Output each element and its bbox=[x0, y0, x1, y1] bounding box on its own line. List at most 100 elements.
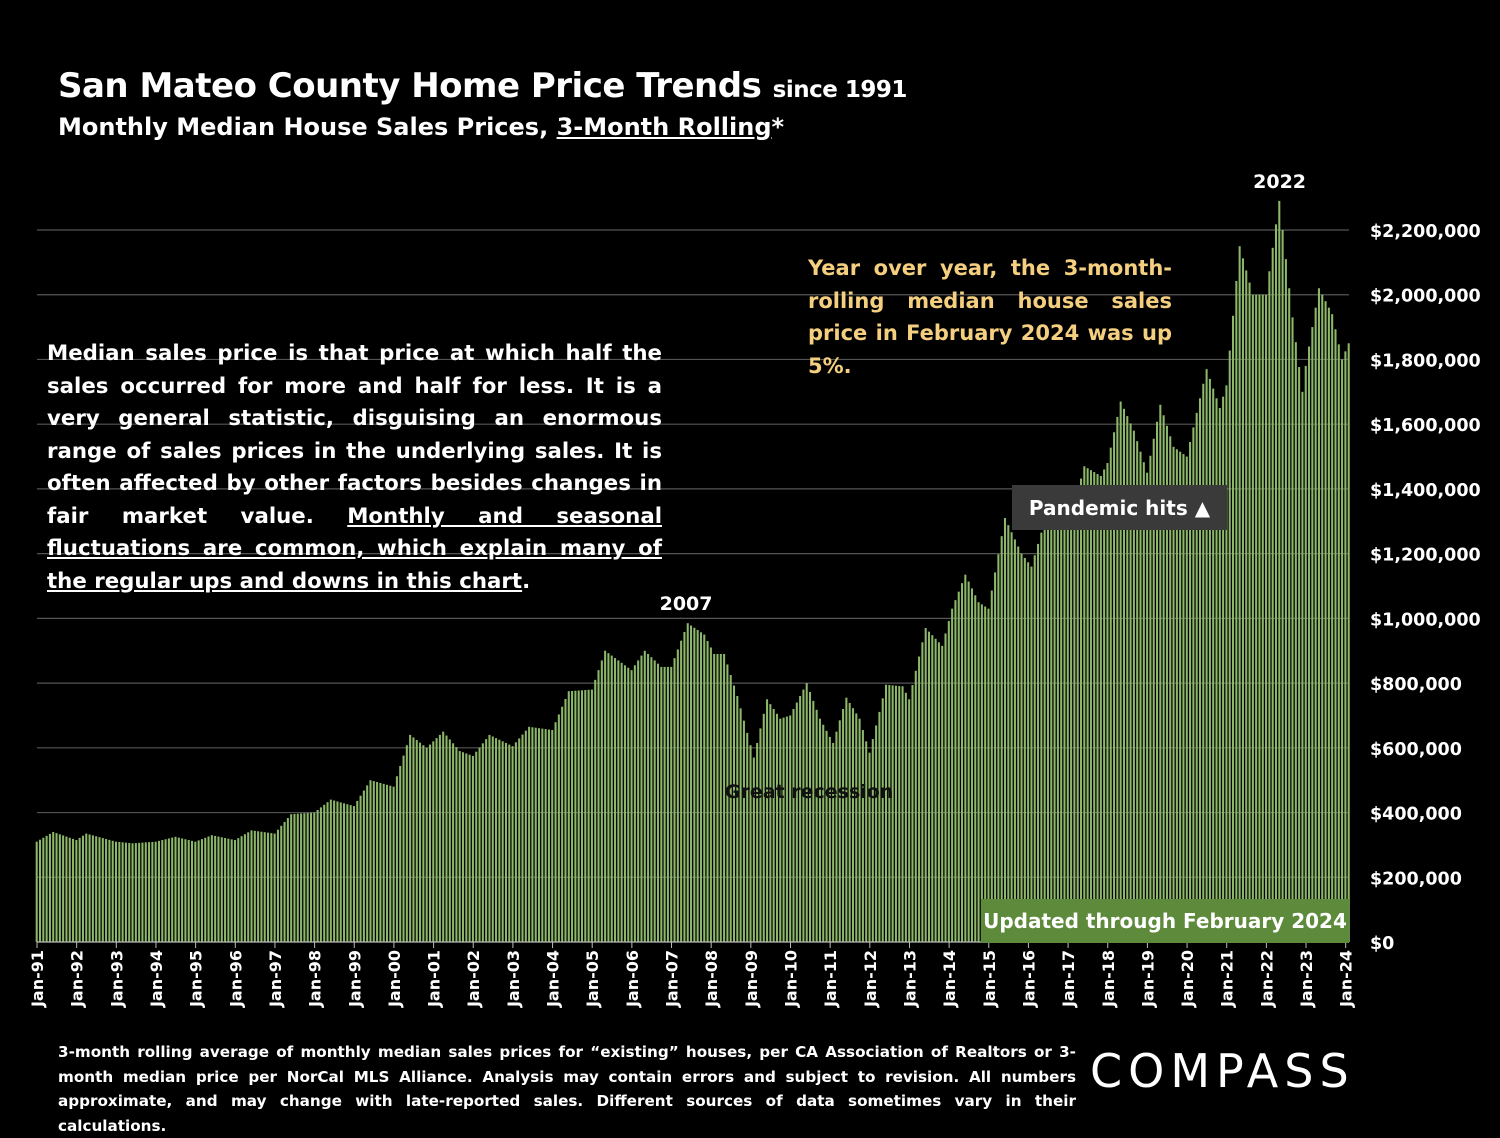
annotation-great-recession: Great recession bbox=[725, 781, 894, 803]
x-tick-label: Jan-19 bbox=[1138, 950, 1157, 1008]
price-bar bbox=[501, 741, 504, 942]
price-bar bbox=[587, 689, 590, 942]
y-tick-label: $1,600,000 bbox=[1370, 416, 1481, 436]
price-bar bbox=[1185, 456, 1188, 942]
price-bar bbox=[200, 839, 203, 942]
price-bar bbox=[118, 841, 121, 942]
price-bar bbox=[280, 825, 283, 942]
subtitle-underlined: 3-Month Rolling bbox=[556, 113, 772, 141]
price-bar bbox=[799, 696, 802, 942]
price-bar bbox=[1192, 427, 1195, 942]
price-bar bbox=[1317, 288, 1320, 943]
price-bar bbox=[561, 706, 564, 942]
x-tick-label: Jan-93 bbox=[107, 950, 126, 1008]
price-bar bbox=[313, 812, 316, 942]
price-bar bbox=[224, 837, 227, 942]
price-bar bbox=[1013, 539, 1016, 942]
x-tick-label: Jan-13 bbox=[900, 950, 919, 1008]
price-bar bbox=[666, 666, 669, 942]
price-bar bbox=[471, 755, 474, 942]
price-bar bbox=[339, 802, 342, 942]
y-tick-label: $1,400,000 bbox=[1370, 481, 1481, 501]
footnote: 3-month rolling average of monthly media… bbox=[58, 1043, 1076, 1135]
price-bar bbox=[124, 842, 127, 942]
price-bar bbox=[296, 813, 299, 942]
price-bar bbox=[1225, 385, 1228, 942]
price-bar bbox=[885, 684, 888, 942]
price-bar bbox=[35, 841, 38, 942]
price-bar bbox=[610, 655, 613, 942]
price-bar bbox=[1228, 350, 1231, 942]
price-bar bbox=[438, 734, 441, 942]
price-bar bbox=[204, 837, 207, 942]
price-bar bbox=[997, 554, 1000, 942]
price-bar bbox=[1000, 536, 1003, 942]
price-bar bbox=[683, 631, 686, 942]
price-bar bbox=[967, 581, 970, 942]
price-bar bbox=[62, 835, 65, 942]
price-bar bbox=[868, 752, 871, 942]
price-bar bbox=[1258, 294, 1261, 942]
subtitle-prefix: Monthly Median House Sales Prices, bbox=[58, 113, 557, 141]
price-bar bbox=[392, 786, 395, 942]
price-bar bbox=[379, 782, 382, 942]
price-bar bbox=[319, 807, 322, 942]
price-bar bbox=[1023, 557, 1026, 942]
x-tick-label: Jan-10 bbox=[781, 950, 800, 1008]
price-bar bbox=[415, 740, 418, 942]
price-bar bbox=[1103, 469, 1106, 942]
price-bar bbox=[402, 755, 405, 942]
price-bar bbox=[359, 795, 362, 942]
price-bar bbox=[187, 840, 190, 942]
price-bar bbox=[726, 664, 729, 942]
price-bar bbox=[647, 653, 650, 942]
price-bar bbox=[756, 742, 759, 942]
price-bar bbox=[656, 663, 660, 942]
x-tick-label: Jan-96 bbox=[226, 950, 245, 1008]
price-bar bbox=[422, 745, 425, 942]
price-bar bbox=[749, 745, 752, 942]
price-bar bbox=[1202, 383, 1205, 942]
price-bar bbox=[1324, 301, 1327, 942]
price-bar bbox=[729, 675, 732, 942]
price-bar bbox=[670, 666, 673, 942]
price-bar bbox=[977, 602, 980, 942]
price-bar bbox=[412, 737, 415, 942]
price-bar bbox=[293, 813, 296, 942]
price-bar bbox=[1238, 246, 1241, 942]
price-bar bbox=[1046, 521, 1049, 942]
price-bar bbox=[1010, 532, 1013, 942]
price-bar bbox=[894, 685, 897, 942]
price-bar bbox=[78, 837, 81, 942]
price-bar bbox=[1109, 447, 1112, 942]
x-tick-label: Jan-11 bbox=[821, 950, 840, 1008]
price-bar bbox=[458, 751, 461, 942]
price-bar bbox=[72, 838, 75, 942]
price-bar bbox=[620, 662, 623, 942]
price-bar bbox=[214, 835, 217, 942]
price-bar bbox=[891, 685, 894, 942]
price-bar bbox=[538, 728, 541, 942]
price-bar bbox=[614, 658, 617, 942]
price-bar bbox=[428, 744, 431, 942]
price-bar bbox=[531, 727, 534, 942]
x-tick-label: Jan-05 bbox=[583, 950, 602, 1008]
price-bar bbox=[881, 698, 884, 942]
price-bar bbox=[1156, 421, 1159, 943]
price-bar bbox=[686, 623, 689, 942]
price-bar bbox=[990, 590, 993, 942]
price-bar bbox=[947, 621, 950, 942]
price-bar bbox=[333, 800, 336, 942]
y-tick-label: $1,000,000 bbox=[1370, 610, 1481, 630]
price-bar bbox=[547, 729, 550, 942]
price-bar bbox=[478, 747, 481, 942]
price-bar bbox=[732, 685, 736, 942]
price-bar bbox=[815, 709, 818, 942]
price-bar bbox=[250, 830, 253, 942]
price-bar bbox=[1116, 416, 1119, 942]
price-bar bbox=[1208, 378, 1211, 942]
price-bar bbox=[1268, 271, 1271, 942]
price-bar bbox=[660, 666, 663, 942]
price-bar bbox=[627, 667, 630, 942]
price-bar bbox=[825, 730, 828, 942]
